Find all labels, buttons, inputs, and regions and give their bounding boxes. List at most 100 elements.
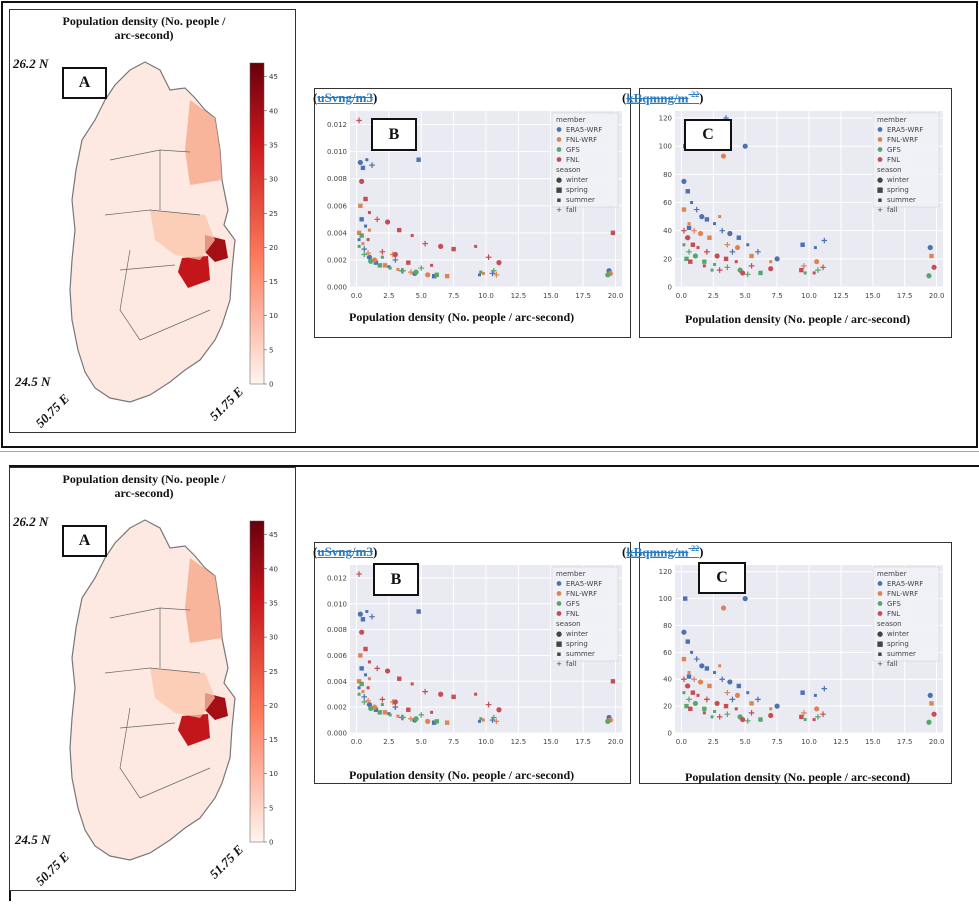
point-FNL-WRF-7 — [734, 692, 741, 698]
colorbar-tick-label-1: 5 — [269, 804, 273, 812]
x-axis-label-c-2: Population density (No. people / arc-sec… — [685, 770, 911, 784]
x-tick-label-2: 5.0 — [416, 738, 427, 746]
point-ERA5-WRF-7 — [719, 227, 726, 234]
lat-top-label-2: 26.2 N — [13, 514, 49, 529]
point-FNL-7 — [410, 682, 414, 686]
point-FNL-15 — [366, 686, 370, 690]
point-GFS-12 — [380, 255, 384, 259]
point-GFS-10 — [605, 718, 611, 724]
point-FNL-WRF-5 — [718, 215, 722, 219]
region-north-east — [185, 558, 222, 643]
legend-season-marker-3: + — [556, 660, 562, 668]
x-tick-label-5: 12.5 — [833, 292, 849, 300]
point-FNL-19 — [430, 263, 434, 267]
outer-frame — [1, 1, 978, 448]
scatter-chart-b: 0.0 2.5 5.0 7.5 10.0 12.5 15.0 17.5 20.0 0.000 0.0… — [327, 111, 623, 300]
legend-member-label-0: ERA5-WRF — [887, 126, 923, 134]
point-FNL-2 — [690, 242, 696, 247]
point-FNL-8 — [422, 240, 428, 247]
lat-top-label: 26.2 N — [13, 56, 49, 71]
point-FNL-WRF-8 — [444, 273, 450, 279]
x-tick-label-6: 15.0 — [543, 738, 559, 746]
y-tick-label-2: 40 — [663, 676, 672, 684]
point-FNL-WRF-2 — [365, 697, 371, 704]
y-tick-label-5: 100 — [659, 595, 672, 603]
chart-legend: member ERA5-WRF FNL-WRF GFS FNL season ● winter… — [872, 566, 940, 668]
point-GFS-7 — [434, 272, 439, 278]
legend-season-marker-2: ▪ — [878, 650, 883, 658]
point-FNL-9 — [438, 691, 444, 697]
colorbar-rect — [249, 62, 265, 385]
point-FNL-0 — [681, 676, 687, 683]
region-rayyan-core — [178, 256, 210, 288]
legend-member-label-2: GFS — [887, 146, 901, 154]
point-GFS-7 — [758, 270, 763, 276]
district-boundary-2 — [119, 722, 176, 729]
point-FNL-19 — [430, 710, 434, 714]
point-ERA5-WRF-19 — [392, 257, 399, 263]
point-ERA5-WRF-18 — [364, 673, 368, 677]
legend-season-label-2: summer — [887, 650, 916, 658]
point-ERA5-WRF-5 — [416, 609, 421, 614]
legend-member-label-2: GFS — [566, 146, 580, 154]
point-ERA5-WRF-17 — [683, 596, 688, 601]
point-FNL-17 — [392, 699, 398, 705]
point-GFS-8 — [479, 717, 483, 721]
point-GFS-5 — [400, 267, 406, 274]
point-ERA5-WRF-2 — [690, 650, 694, 654]
y-tick-label-6: 120 — [659, 115, 672, 123]
x-tick-label-0: 0.0 — [676, 738, 687, 746]
x-tick-label-7: 17.5 — [897, 292, 913, 300]
point-FNL-4 — [374, 216, 380, 223]
x-tick-label-3: 7.5 — [772, 292, 783, 300]
y-tick-label-0: 0.000 — [327, 284, 347, 292]
point-ERA5-WRF-3 — [369, 162, 375, 168]
point-GFS-12 — [380, 703, 384, 707]
legend-member-dot-2 — [556, 601, 562, 606]
point-FNL-WRF-12 — [929, 701, 934, 706]
point-ERA5-WRF-2 — [365, 610, 369, 614]
legend-member-title: member — [877, 116, 907, 124]
unit-close-b-2: ) — [372, 544, 378, 559]
scatter-chart-c-2: 0.0 2.5 5.0 7.5 10.0 12.5 15.0 17.5 20.0 0 20 40 60 8… — [659, 565, 944, 746]
unit-open-c: ( — [622, 90, 627, 106]
point-FNL-WRF-10 — [493, 718, 500, 725]
point-FNL-6 — [397, 676, 402, 681]
colorbar-tick-label-5: 25 — [269, 668, 278, 676]
point-GFS-9 — [815, 267, 821, 273]
legend-member-dot-0 — [556, 581, 562, 586]
point-FNL-7 — [734, 707, 738, 711]
point-ERA5-WRF-17 — [359, 217, 364, 222]
point-FNL-4 — [704, 249, 710, 255]
legend-member-label-3: FNL — [887, 610, 900, 618]
legend-season-label-0: winter — [566, 176, 588, 184]
district-boundary-5 — [119, 707, 141, 799]
point-FNL-WRF-12 — [358, 653, 363, 658]
point-FNL-3 — [367, 660, 371, 664]
population-density-map: Population density (No. people / arc-sec… — [9, 9, 296, 433]
colorbar: 0 5 10 15 20 25 30 35 40 45 — [249, 62, 278, 389]
point-GFS-12 — [710, 268, 714, 272]
district-boundary-3 — [139, 309, 211, 341]
point-FNL-8 — [422, 688, 428, 695]
point-FNL-WRF-7 — [425, 272, 431, 278]
point-ERA5-WRF-6 — [357, 686, 361, 690]
figure-panel-top: Population density (No. people / arc-sec… — [0, 0, 979, 450]
district-boundary-1 — [104, 667, 201, 674]
y-tick-label-4: 80 — [663, 622, 672, 630]
y-tick-label-5: 100 — [659, 143, 672, 151]
legend-member-dot-2 — [877, 601, 883, 606]
point-GFS-9 — [815, 714, 821, 720]
point-ERA5-WRF-23 — [729, 249, 736, 255]
point-FNL-15 — [702, 264, 706, 268]
legend-season-marker-2: ▪ — [557, 650, 562, 658]
point-ERA5-WRF-12 — [774, 256, 780, 262]
legend-member-label-1: FNL-WRF — [887, 136, 918, 144]
legend-season-marker-1: ■ — [877, 640, 884, 648]
unit-label-c-2: (kBqmng/m-22) — [622, 544, 704, 560]
point-GFS-8 — [479, 270, 483, 274]
legend-season-title: season — [556, 166, 581, 174]
point-FNL-WRF-6 — [408, 715, 414, 722]
point-GFS-10 — [926, 719, 932, 725]
scatter-chart-c: 0.0 2.5 5.0 7.5 10.0 12.5 15.0 17.5 20.0 0 20 40 60 8… — [659, 111, 944, 300]
